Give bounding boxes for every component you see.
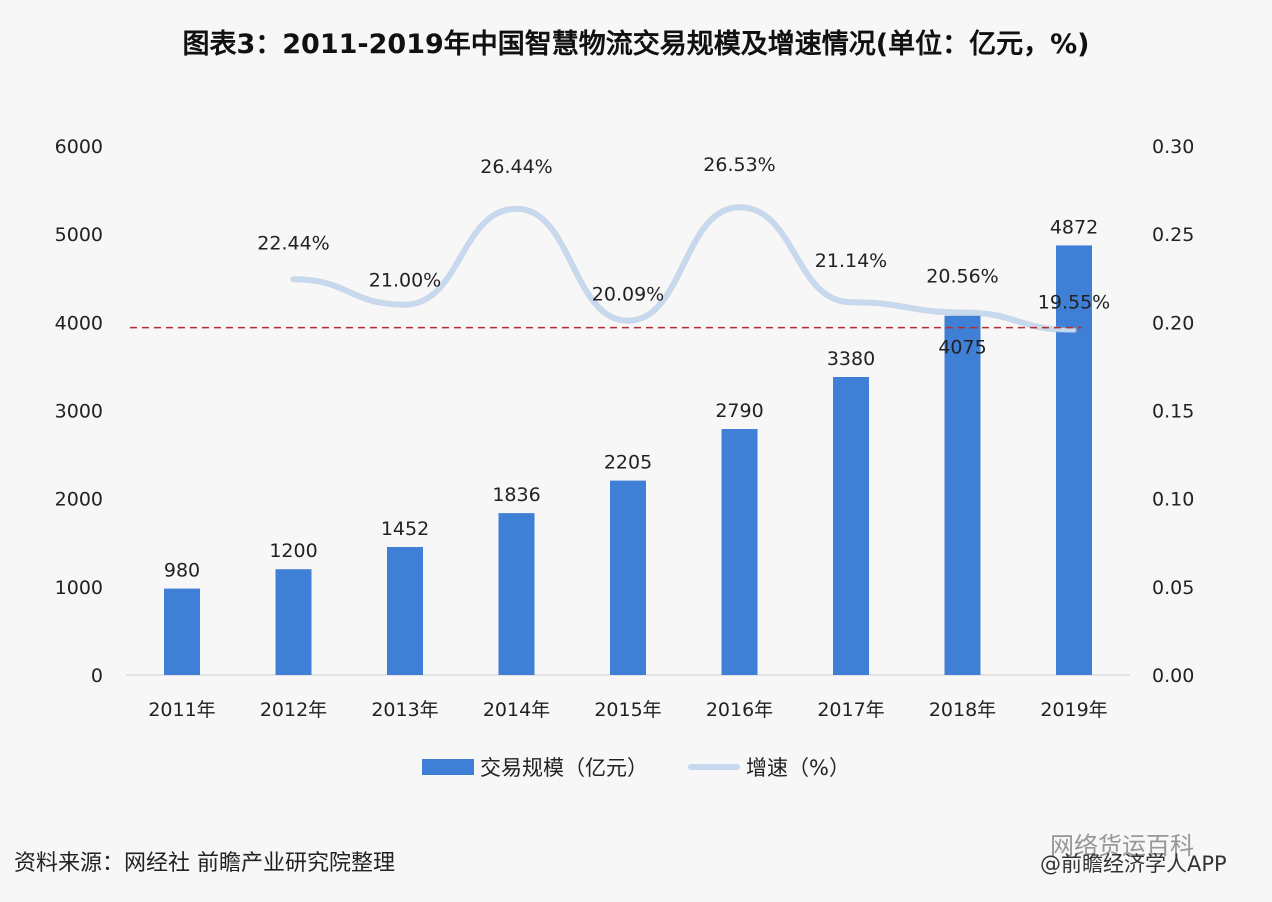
growth-value-label: 20.56% xyxy=(926,265,998,287)
left-tick-label: 0 xyxy=(91,665,103,687)
left-tick-label: 1000 xyxy=(55,577,103,599)
x-tick-label: 2011年 xyxy=(148,699,215,721)
right-tick-label: 0.05 xyxy=(1152,577,1194,599)
source-note: 资料来源：网经社 前瞻产业研究院整理 xyxy=(14,851,395,876)
x-tick-label: 2015年 xyxy=(594,699,661,721)
bar xyxy=(275,569,312,675)
left-tick-label: 4000 xyxy=(55,312,103,334)
bar xyxy=(721,429,758,675)
bar-value-label: 4075 xyxy=(938,337,986,359)
bar-value-label: 2790 xyxy=(715,400,763,422)
bar-value-label: 1836 xyxy=(492,484,540,506)
x-tick-label: 2013年 xyxy=(371,699,438,721)
growth-value-label: 21.14% xyxy=(815,250,887,272)
bar xyxy=(498,513,535,675)
right-tick-label: 0.25 xyxy=(1152,224,1194,246)
bar xyxy=(610,480,646,675)
bar xyxy=(833,376,869,675)
growth-value-label: 26.53% xyxy=(703,154,775,176)
legend-item-bar: 交易规模（亿元） xyxy=(422,752,648,782)
left-tick-label: 2000 xyxy=(55,489,103,511)
legend: 交易规模（亿元） 增速（%） xyxy=(0,752,1272,782)
bar xyxy=(1056,245,1092,675)
bar-value-label: 980 xyxy=(164,560,200,582)
bar xyxy=(944,315,981,675)
growth-value-label: 19.55% xyxy=(1038,291,1110,313)
bar-value-label: 2205 xyxy=(604,452,652,474)
legend-item-line: 增速（%） xyxy=(688,752,850,782)
chart-title: 图表3：2011-2019年中国智慧物流交易规模及增速情况(单位：亿元，%) xyxy=(182,29,1090,60)
bar-value-label: 4872 xyxy=(1050,216,1098,238)
x-tick-label: 2014年 xyxy=(483,699,550,721)
growth-line xyxy=(291,205,1076,333)
watermark-text: 网络货运百科 xyxy=(1050,832,1194,860)
right-tick-label: 0.15 xyxy=(1152,401,1194,423)
x-tick-label: 2012年 xyxy=(260,699,327,721)
legend-swatch-line xyxy=(688,764,741,770)
legend-label-line: 增速（%） xyxy=(746,756,850,780)
bar-value-label: 1200 xyxy=(269,540,317,562)
bar-value-label: 3380 xyxy=(827,348,875,370)
growth-value-label: 22.44% xyxy=(257,232,329,254)
legend-label-bar: 交易规模（亿元） xyxy=(480,756,649,780)
growth-value-label: 20.09% xyxy=(592,284,664,306)
right-tick-label: 0.30 xyxy=(1152,136,1194,158)
growth-value-label: 21.00% xyxy=(369,270,441,292)
left-tick-label: 5000 xyxy=(55,224,103,246)
bar xyxy=(164,588,200,675)
bar xyxy=(387,546,423,675)
x-tick-label: 2017年 xyxy=(817,699,884,721)
right-tick-label: 0.00 xyxy=(1152,665,1194,687)
legend-swatch-bar xyxy=(422,759,475,775)
bar-value-label: 1452 xyxy=(381,518,429,540)
chart: 0 1000 2000 3000 4000 5000 6000 0.00 0.05 0.10 0.1… xyxy=(55,136,1195,721)
right-tick-label: 0.20 xyxy=(1152,312,1194,334)
left-tick-label: 6000 xyxy=(55,136,103,158)
x-tick-label: 2016年 xyxy=(706,699,773,721)
left-tick-label: 3000 xyxy=(55,401,103,423)
x-tick-label: 2018年 xyxy=(929,699,996,721)
watermark-text-2: @前瞻经济学人APP xyxy=(1040,852,1227,876)
right-tick-label: 0.10 xyxy=(1152,489,1194,511)
growth-value-label: 26.44% xyxy=(480,156,552,178)
x-tick-label: 2019年 xyxy=(1040,699,1107,721)
